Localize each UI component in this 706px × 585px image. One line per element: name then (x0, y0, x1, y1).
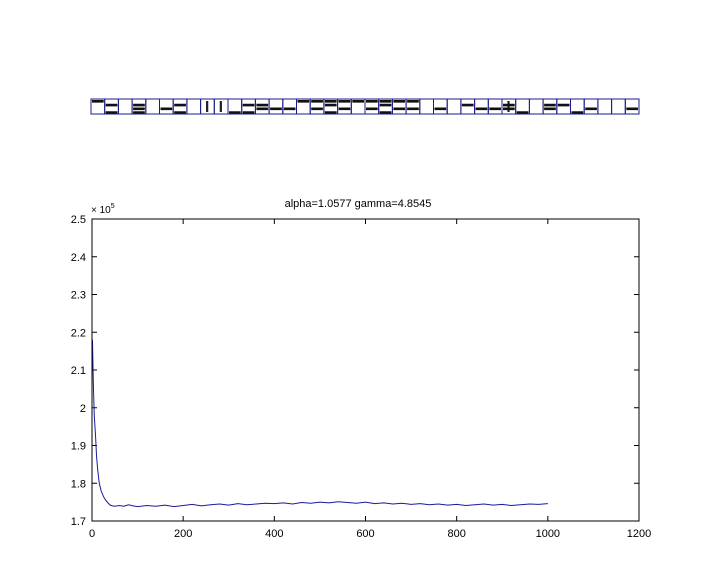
filter-block (283, 107, 296, 111)
filter-block (219, 101, 222, 112)
filter-block (174, 111, 186, 114)
filter-block (544, 103, 556, 107)
filter-block (379, 103, 392, 107)
y-multiplier-exponent: 5 (111, 203, 115, 210)
series-line (91, 339, 548, 508)
filter-block (461, 103, 474, 107)
filter-block (256, 103, 269, 107)
y-tick-label: 2 (80, 403, 86, 415)
y-tick-label: 1.7 (71, 516, 86, 528)
filter-block (544, 107, 556, 111)
y-tick-label: 1.9 (71, 441, 86, 453)
x-axis-ticks: 0 200 400 600 800 1000 1200 (89, 219, 651, 540)
filter-block (311, 107, 323, 111)
filter-block (133, 103, 145, 107)
filter-block (507, 101, 510, 112)
y-tick-label: 2.3 (71, 290, 86, 302)
filter-block (324, 100, 337, 103)
filter-block (242, 103, 255, 107)
x-tick-label: 1000 (536, 528, 560, 540)
filter-block (338, 107, 351, 111)
filter-block (557, 103, 570, 107)
filter-block (206, 101, 209, 112)
filter-block (626, 107, 638, 111)
filter-block (379, 111, 392, 114)
filter-block (133, 107, 145, 111)
filter-block (434, 107, 447, 111)
y-tick-label: 2.4 (71, 252, 86, 264)
chart-title: alpha=1.0577 gamma=4.8545 (285, 198, 432, 210)
plot-area (92, 219, 639, 521)
x-tick-label: 0 (89, 528, 95, 540)
filter-block (105, 103, 118, 107)
filter-block (105, 111, 118, 114)
filter-block (324, 103, 337, 107)
filter-block (516, 111, 529, 114)
filter-block (393, 107, 406, 111)
filter-block (229, 111, 241, 114)
filter-block (366, 107, 378, 111)
y-multiplier-base: × 10 (91, 205, 111, 216)
x-tick-label: 600 (356, 528, 374, 540)
filter-block (585, 107, 597, 111)
filter-block (407, 100, 419, 103)
filter-block (338, 100, 351, 103)
filter-block (379, 100, 392, 103)
x-tick-label: 400 (265, 528, 283, 540)
filter-block (503, 103, 515, 107)
x-tick-label: 200 (174, 528, 192, 540)
filter-block (174, 103, 186, 107)
filter-block (297, 100, 310, 103)
filter-block (160, 107, 173, 111)
filter-block (366, 100, 378, 103)
filter-block (393, 100, 406, 103)
y-tick-label: 2.1 (71, 365, 86, 377)
filter-block (133, 111, 145, 114)
filter-tile-frame (624, 98, 640, 115)
filter-block (270, 107, 282, 111)
filter-block (352, 100, 364, 103)
y-axis-ticks: 1.7 1.8 1.9 2 2.1 2.2 2.3 2.4 2.5 (71, 214, 639, 528)
y-tick-label: 2.2 (71, 327, 86, 339)
filter-block (92, 100, 104, 103)
y-tick-label: 2.5 (71, 214, 86, 226)
filter-block (475, 107, 488, 111)
y-multiplier: × 105 (91, 203, 115, 216)
filter-strip (90, 98, 640, 115)
filter-block (571, 111, 584, 114)
filter-block (311, 100, 323, 103)
filter-block (489, 107, 501, 111)
filter-block (242, 111, 255, 114)
filter-block (503, 107, 515, 111)
y-tick-label: 1.8 (71, 478, 86, 490)
axes-box (91, 218, 640, 522)
filter-block (256, 107, 269, 111)
filter-block (324, 111, 337, 114)
x-tick-label: 1200 (627, 528, 651, 540)
line-plot: 1.71.81.922.12.22.32.42.5 0 200 400 600 800 1… (71, 198, 652, 540)
filter-tile (624, 98, 640, 115)
filter-block (407, 107, 419, 111)
x-tick-label: 800 (447, 528, 465, 540)
